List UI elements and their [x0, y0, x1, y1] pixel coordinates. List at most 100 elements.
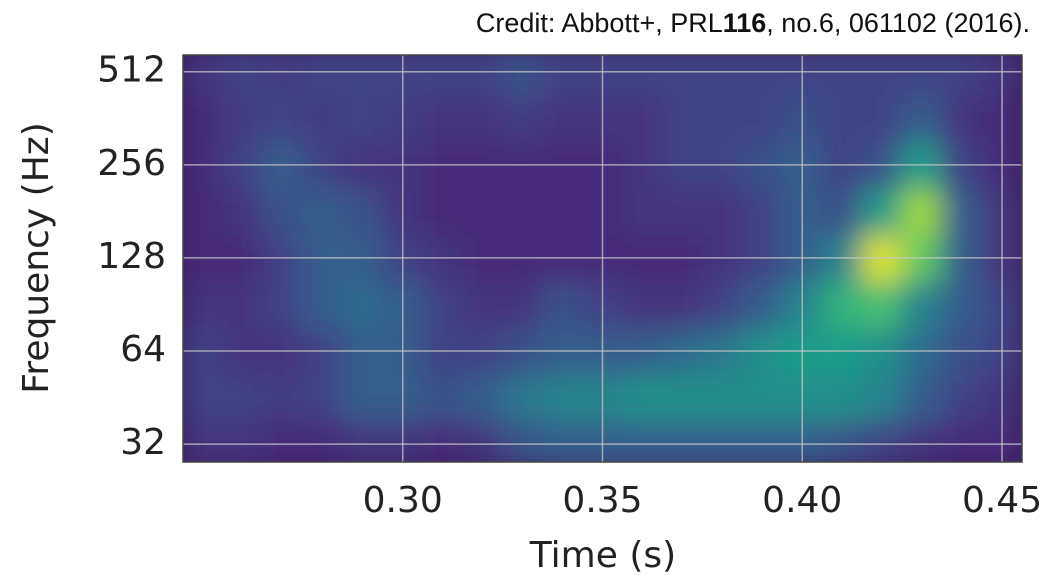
- heatmap-cell: [701, 187, 744, 236]
- heatmap-cell: [741, 94, 784, 143]
- heatmap-cell: [301, 280, 344, 330]
- heatmap-cell: [661, 187, 704, 236]
- heatmap-cell: [221, 373, 264, 423]
- heatmap-cell: [741, 55, 784, 97]
- heatmap-cell: [621, 420, 664, 462]
- y-tick-label: 32: [120, 422, 166, 463]
- heatmap-cell: [541, 280, 584, 330]
- heatmap-cell: [621, 280, 664, 330]
- heatmap-cell: [261, 187, 304, 236]
- heatmap-cell: [541, 373, 584, 423]
- grid: [183, 55, 1022, 462]
- heatmap-cell: [861, 280, 904, 330]
- heatmap-cell: [421, 55, 464, 97]
- heatmap-cell: [621, 187, 664, 236]
- heatmap-cell: [421, 280, 464, 330]
- heatmap-cell: [861, 187, 904, 236]
- heatmap-cell: [461, 94, 504, 143]
- heatmap-cell: [261, 94, 304, 143]
- heatmap-cell: [183, 420, 224, 462]
- heatmap-cell: [541, 55, 584, 97]
- y-tick-label: 64: [120, 329, 166, 370]
- heatmap-cell: [661, 373, 704, 423]
- heatmap-cell: [301, 94, 344, 143]
- heatmap-cell: [941, 373, 984, 423]
- x-axis-label: Time (s): [529, 535, 676, 576]
- heatmap-cell: [941, 280, 984, 330]
- heatmap-cell: [661, 94, 704, 143]
- heatmap-cell: [341, 420, 384, 462]
- heatmap-cell: [301, 420, 344, 462]
- heatmap-cell: [461, 187, 504, 236]
- heatmap-cell: [861, 373, 904, 423]
- heatmap-cell: [261, 280, 304, 330]
- heatmap-cell: [421, 187, 464, 236]
- heatmap-cell: [941, 55, 984, 97]
- heatmap-cell: [183, 187, 224, 236]
- heatmap-cell: [901, 373, 944, 423]
- heatmap-cell: [621, 373, 664, 423]
- heatmap-cell: [501, 420, 544, 462]
- heatmap-cell: [501, 373, 544, 423]
- heatmap-cell: [501, 55, 544, 97]
- y-axis-label: Frequency (Hz): [16, 122, 57, 393]
- heatmap-cell: [183, 373, 224, 423]
- heatmap-cell: [301, 55, 344, 97]
- heatmap-cell: [221, 420, 264, 462]
- heatmap-cell: [661, 55, 704, 97]
- heatmap-cell: [183, 55, 224, 97]
- heatmap-cell: [221, 187, 264, 236]
- heatmap-cell: [341, 373, 384, 423]
- heatmap-cell: [461, 280, 504, 330]
- heatmap-cell: [461, 373, 504, 423]
- heatmap-cell: [621, 55, 664, 97]
- x-tick-label: 0.40: [762, 480, 842, 521]
- heatmap-cell: [741, 187, 784, 236]
- heatmap-cell: [221, 55, 264, 97]
- heatmap-cell: [701, 55, 744, 97]
- heatmap-cell: [941, 187, 984, 236]
- heatmap-cell: [341, 55, 384, 97]
- heatmap-cell: [741, 280, 784, 330]
- heatmap-cell: [701, 280, 744, 330]
- heatmap-cell: [301, 373, 344, 423]
- heatmap-cell: [183, 280, 224, 330]
- heatmap-cell: [861, 420, 904, 462]
- x-tick-label: 0.30: [363, 480, 443, 521]
- heatmap-cell: [701, 420, 744, 462]
- heatmap-cell: [701, 373, 744, 423]
- credit-volume: 116: [723, 8, 767, 38]
- heatmap-cell: [261, 420, 304, 462]
- heatmap-cell: [501, 94, 544, 143]
- heatmap-cell: [221, 280, 264, 330]
- heatmap-cell: [821, 187, 864, 236]
- credit-text: , no.6, 061102 (2016).: [766, 8, 1030, 38]
- heatmap-cell: [701, 94, 744, 143]
- heatmap-cell: [421, 420, 464, 462]
- y-tick-label: 256: [97, 143, 166, 184]
- heatmap-cell: [461, 55, 504, 97]
- ticks: 0.30 0.35 0.40 0.45 32 64 128 256 512: [97, 50, 1042, 521]
- heatmap-cell: [821, 94, 864, 143]
- heatmap-cell: [901, 187, 944, 236]
- heatmap-cell: [821, 373, 864, 423]
- heatmap-cell: [501, 187, 544, 236]
- heatmap-cell: [261, 55, 304, 97]
- heatmap-cell: [741, 373, 784, 423]
- heatmap-cell: [661, 420, 704, 462]
- x-tick-label: 0.45: [962, 480, 1042, 521]
- heatmap-cell: [821, 420, 864, 462]
- heatmap-cell: [901, 420, 944, 462]
- heatmap-cell: [261, 373, 304, 423]
- heatmap-cell: [941, 94, 984, 143]
- heatmap-cell: [421, 373, 464, 423]
- heatmap-cell: [621, 94, 664, 143]
- heatmap-cell: [421, 94, 464, 143]
- heatmap-cell: [183, 94, 224, 143]
- heatmap-cell: [901, 55, 944, 97]
- y-tick-label: 512: [97, 50, 166, 91]
- credit: Credit: Abbott+, PRL116, no.6, 061102 (2…: [476, 8, 1030, 38]
- heatmap-cell: [821, 280, 864, 330]
- heatmap-cell: [501, 280, 544, 330]
